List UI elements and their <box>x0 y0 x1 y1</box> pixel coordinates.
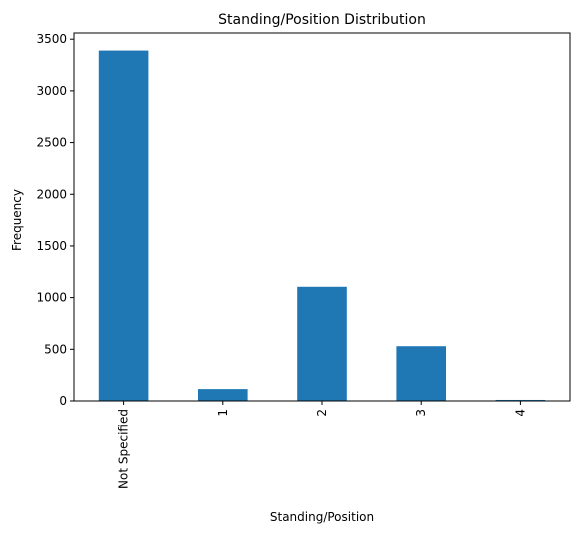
y-tick-label: 3000 <box>36 84 67 98</box>
x-tick-label: 4 <box>513 409 527 417</box>
y-tick-label: 2000 <box>36 187 67 201</box>
y-tick-label: 1500 <box>36 239 67 253</box>
bar-1 <box>198 389 248 401</box>
bar-not-specified <box>98 50 149 402</box>
x-tick-label: Not Specified <box>117 409 131 489</box>
y-tick-label: 2500 <box>36 136 67 150</box>
y-tick-label: 500 <box>44 342 67 356</box>
y-tick-label: 3500 <box>36 32 67 46</box>
y-axis-label: Frequency <box>10 189 24 251</box>
y-tick-label: 1000 <box>36 291 67 305</box>
x-tick-label: 1 <box>216 409 230 417</box>
bar-3 <box>396 346 446 401</box>
chart-title: Standing/Position Distribution <box>218 12 426 28</box>
bars-group <box>98 50 546 402</box>
y-axis-ticks: 0 500 1000 1500 2000 2500 3000 3500 <box>36 32 74 408</box>
x-tick-label: 2 <box>315 409 329 417</box>
x-tick-label: 3 <box>414 409 428 417</box>
plot-frame <box>73 32 571 402</box>
bar-4 <box>495 399 546 401</box>
x-axis-ticks: Not Specified 1 2 3 4 <box>117 401 527 489</box>
y-tick-label: 0 <box>59 394 67 408</box>
bar-2 <box>297 286 347 401</box>
x-axis-label: Standing/Position <box>270 510 374 524</box>
